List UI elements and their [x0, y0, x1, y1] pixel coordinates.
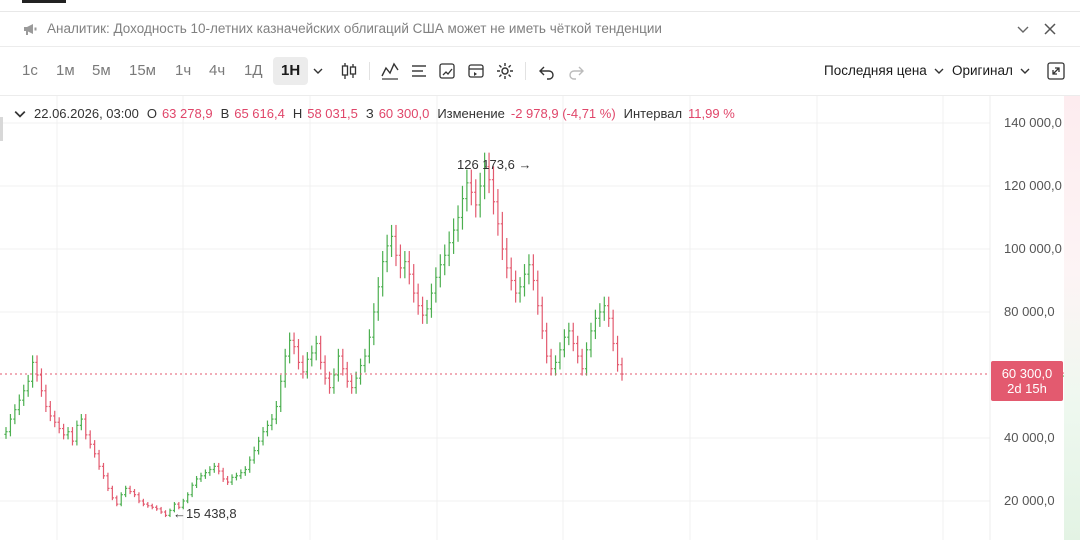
chevron-down-icon[interactable] [1020, 66, 1030, 76]
legend-low-label: Н [292, 106, 303, 121]
replay-icon[interactable] [466, 61, 486, 81]
legend-open-label: О [146, 106, 157, 121]
low-annotation-value: 15 438,8 [186, 506, 237, 521]
y-tick-label: 80 000,0 [1004, 304, 1055, 319]
chevron-down-icon[interactable] [14, 108, 26, 120]
chevron-down-icon[interactable] [1015, 21, 1031, 37]
gear-icon[interactable] [495, 61, 515, 81]
toolbar-separator [369, 62, 370, 80]
legend-interval-value: 11,99 % [688, 106, 735, 121]
timeframe-1s[interactable]: 1с [22, 62, 38, 79]
arrow-right-icon: → [518, 157, 532, 172]
divider [0, 95, 1080, 96]
legend-date: 22.06.2026, 03:00 [34, 106, 139, 121]
redo-icon[interactable] [566, 61, 586, 81]
arrow-left-icon: ← [173, 506, 186, 521]
y-tick-label: 100 000,0 [1004, 241, 1062, 256]
low-annotation: ←15 438,8 [173, 506, 237, 521]
y-tick-label: 40 000,0 [1004, 430, 1055, 445]
legend-change-value: -2 978,9 (-4,71 %) [510, 106, 616, 121]
legend-high-label: В [220, 106, 230, 121]
chart-canvas[interactable] [0, 96, 1080, 540]
active-tab-indicator [22, 0, 66, 3]
chevron-down-icon[interactable] [313, 66, 323, 76]
high-annotation-value: 126 173,6 [457, 157, 515, 172]
y-tick-label: 140 000,0 [1004, 115, 1062, 130]
divider [0, 46, 1080, 47]
news-headline[interactable]: Аналитик: Доходность 10-летних казначейс… [47, 21, 662, 36]
legend-open-value: 63 278,9 [161, 106, 213, 121]
indicators-icon[interactable] [380, 61, 400, 81]
timeframe-5m[interactable]: 5м [92, 62, 111, 79]
top-border [0, 11, 1080, 12]
current-price-value: 60 300,0 [1001, 366, 1053, 381]
scale-edge [1064, 96, 1080, 540]
timeframe-15m[interactable]: 15м [129, 62, 156, 79]
timeframe-1w[interactable]: 1Н [273, 57, 309, 85]
legend-change-label: Изменение [437, 106, 505, 121]
ohlc-legend: 22.06.2026, 03:00 О 63 278,9 В 65 616,4 … [14, 106, 743, 121]
price-type-select[interactable]: Последняя цена [824, 63, 927, 78]
y-tick-label: 120 000,0 [1004, 178, 1062, 193]
candlestick-type-icon[interactable] [339, 61, 359, 81]
list-settings-icon[interactable] [409, 61, 429, 81]
legend-low-value: 58 031,5 [307, 106, 358, 121]
chart-toolbar: 1с 1м 5м 15м 1ч 4ч 1Д 1Н По [0, 53, 1080, 89]
close-icon[interactable] [1042, 21, 1058, 37]
high-annotation: 126 173,6 → [457, 157, 531, 172]
legend-close-label: З [365, 106, 374, 121]
timeframe-1h[interactable]: 1ч [175, 62, 192, 79]
panel-resize-handle[interactable] [0, 117, 3, 141]
chevron-down-icon[interactable] [934, 66, 944, 76]
current-price-tag: 60 300,0 2d 15h [991, 361, 1063, 401]
undo-icon[interactable] [537, 61, 557, 81]
megaphone-icon [24, 24, 37, 35]
y-tick-label: 20 000,0 [1004, 493, 1055, 508]
drawing-tool-icon[interactable] [437, 61, 457, 81]
bar-countdown: 2d 15h [1007, 381, 1047, 396]
fullscreen-icon[interactable] [1046, 61, 1066, 81]
timeframe-1m[interactable]: 1м [56, 62, 75, 79]
news-bar[interactable]: Аналитик: Доходность 10-летних казначейс… [0, 12, 1080, 46]
legend-high-value: 65 616,4 [234, 106, 285, 121]
legend-interval-label: Интервал [623, 106, 683, 121]
legend-close-value: 60 300,0 [378, 106, 430, 121]
price-chart[interactable]: 22.06.2026, 03:00 О 63 278,9 В 65 616,4 … [0, 96, 1080, 540]
toolbar-separator [525, 62, 526, 80]
timeframe-4h[interactable]: 4ч [209, 62, 226, 79]
scale-mode-select[interactable]: Оригинал [952, 63, 1013, 78]
timeframe-1d[interactable]: 1Д [244, 62, 263, 79]
